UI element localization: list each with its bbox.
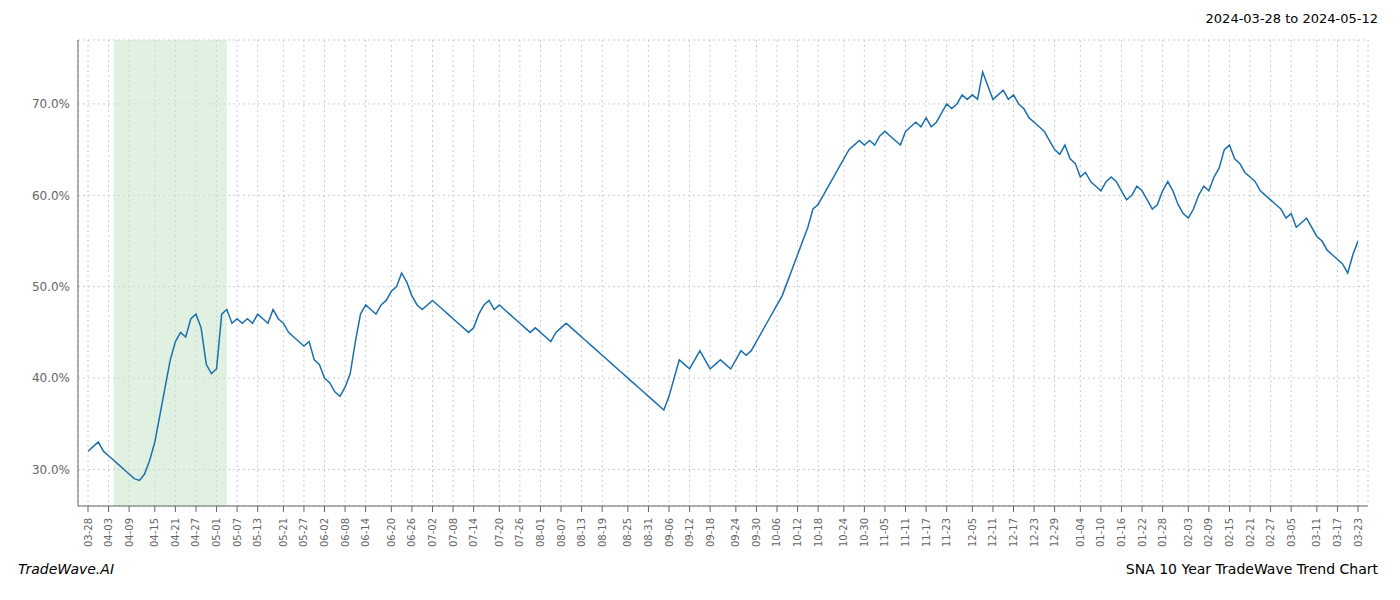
svg-text:12-05: 12-05: [967, 518, 978, 547]
svg-text:06-20: 06-20: [386, 518, 397, 547]
svg-text:03-28: 03-28: [83, 518, 94, 547]
svg-text:09-06: 09-06: [664, 518, 675, 547]
svg-text:12-23: 12-23: [1029, 518, 1040, 547]
svg-text:04-27: 04-27: [190, 518, 201, 547]
svg-text:10-18: 10-18: [813, 518, 824, 547]
svg-text:06-26: 06-26: [406, 518, 417, 547]
svg-text:03-23: 03-23: [1353, 518, 1364, 547]
svg-text:06-02: 06-02: [319, 518, 330, 547]
svg-text:07-02: 07-02: [427, 518, 438, 547]
svg-text:01-10: 01-10: [1095, 518, 1106, 547]
svg-text:10-12: 10-12: [792, 518, 803, 547]
html-text:TradeWave.AI: TradeWave.AI: [18, 561, 114, 577]
svg-text:10-06: 10-06: [771, 518, 782, 547]
svg-text:07-26: 07-26: [514, 518, 525, 547]
svg-text:04-03: 04-03: [103, 518, 114, 547]
svg-text:08-07: 08-07: [556, 518, 567, 547]
svg-text:01-04: 01-04: [1075, 518, 1086, 547]
svg-text:70.0%: 70.0%: [32, 97, 70, 111]
svg-text:07-14: 07-14: [468, 518, 479, 547]
svg-text:09-12: 09-12: [684, 518, 695, 547]
svg-text:08-25: 08-25: [622, 518, 633, 547]
svg-text:03-17: 03-17: [1332, 518, 1343, 547]
svg-text:11-17: 11-17: [921, 518, 932, 547]
html-text:SNA 10 Year TradeWave Trend Ch: SNA 10 Year TradeWave Trend Chart: [1125, 561, 1378, 577]
svg-text:40.0%: 40.0%: [32, 371, 70, 385]
svg-text:11-11: 11-11: [900, 518, 911, 547]
svg-text:02-09: 02-09: [1203, 518, 1214, 547]
svg-text:04-15: 04-15: [149, 518, 160, 547]
svg-text:05-07: 05-07: [232, 518, 243, 547]
svg-text:03-11: 03-11: [1311, 518, 1322, 547]
svg-text:50.0%: 50.0%: [32, 280, 70, 294]
svg-text:09-30: 09-30: [751, 518, 762, 547]
svg-text:12-29: 12-29: [1049, 518, 1060, 547]
svg-text:10-30: 10-30: [859, 518, 870, 547]
svg-text:02-03: 02-03: [1183, 518, 1194, 547]
svg-text:07-08: 07-08: [448, 518, 459, 547]
svg-text:09-24: 09-24: [730, 518, 741, 547]
svg-text:12-11: 12-11: [987, 518, 998, 547]
svg-text:12-17: 12-17: [1008, 518, 1019, 547]
svg-text:30.0%: 30.0%: [32, 463, 70, 477]
svg-text:05-27: 05-27: [298, 518, 309, 547]
svg-text:02-15: 02-15: [1224, 518, 1235, 547]
svg-text:08-13: 08-13: [576, 518, 587, 547]
svg-text:05-21: 05-21: [278, 518, 289, 547]
svg-text:11-23: 11-23: [941, 518, 952, 547]
svg-text:11-05: 11-05: [879, 518, 890, 547]
svg-text:08-31: 08-31: [643, 518, 654, 547]
svg-text:05-13: 05-13: [252, 518, 263, 547]
svg-text:02-27: 02-27: [1265, 518, 1276, 547]
svg-text:05-01: 05-01: [211, 518, 222, 547]
svg-text:08-01: 08-01: [535, 518, 546, 547]
svg-text:10-24: 10-24: [838, 518, 849, 547]
svg-text:04-09: 04-09: [124, 518, 135, 547]
svg-text:06-14: 06-14: [360, 518, 371, 547]
svg-text:04-21: 04-21: [170, 518, 181, 547]
svg-text:60.0%: 60.0%: [32, 189, 70, 203]
svg-text:01-16: 01-16: [1116, 518, 1127, 547]
svg-text:01-28: 01-28: [1157, 518, 1168, 547]
svg-text:02-21: 02-21: [1245, 518, 1256, 547]
svg-text:03-05: 03-05: [1286, 518, 1297, 547]
svg-text:06-08: 06-08: [340, 518, 351, 547]
svg-text:07-20: 07-20: [494, 518, 505, 547]
svg-text:09-18: 09-18: [705, 518, 716, 547]
svg-text:08-19: 08-19: [597, 518, 608, 547]
svg-text:01-22: 01-22: [1137, 518, 1148, 547]
html-text:2024-03-28 to 2024-05-12: 2024-03-28 to 2024-05-12: [1205, 11, 1378, 26]
